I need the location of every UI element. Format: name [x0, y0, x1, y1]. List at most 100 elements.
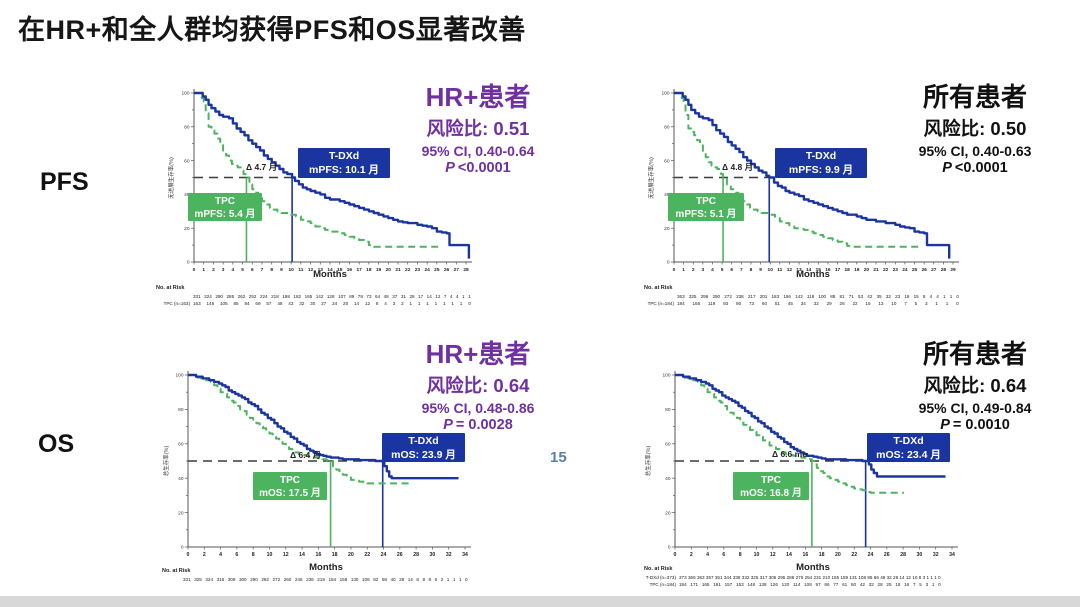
svg-text:60: 60	[178, 442, 184, 448]
row-label-os: OS	[38, 430, 75, 458]
confidence-interval: 95% CI, 0.49-0.84	[918, 399, 1032, 416]
svg-text:12: 12	[787, 267, 793, 273]
svg-text:17: 17	[835, 267, 841, 273]
chart-panel-pfs-all: 0 20 40 60 80 100 0 1 2 3 4 5 6 7 8 9 10 11 12 13 14 15 16 17 18…	[620, 83, 1060, 336]
svg-text:0: 0	[668, 545, 671, 551]
y-axis-label: 无进展生存率(%)	[649, 157, 655, 199]
svg-text:8: 8	[252, 552, 255, 558]
svg-text:18: 18	[845, 267, 851, 273]
svg-text:20: 20	[178, 510, 184, 516]
cohort-heading: 所有患者	[922, 82, 1027, 112]
tpc-median-box: TPC mPFS: 5.1 月	[668, 193, 744, 221]
tdxd-median-box: T-DXd mPFS: 9.9 月	[775, 148, 867, 178]
tpc-label: TPC	[696, 196, 716, 207]
tpc-median-box: TPC mPFS: 5.4 月	[188, 193, 262, 221]
tdxd-label: T-DXd	[328, 150, 360, 162]
svg-text:4: 4	[219, 552, 222, 558]
hazard-ratio: 风险比: 0.64	[426, 374, 530, 396]
svg-text:13: 13	[796, 267, 802, 273]
svg-text:26: 26	[884, 552, 890, 558]
svg-text:0: 0	[193, 267, 196, 273]
median-difference-label: Δ 4.8 月	[722, 162, 754, 172]
y-axis-label: 无进展生存率(%)	[169, 157, 175, 199]
svg-text:5: 5	[241, 267, 244, 273]
svg-text:8: 8	[750, 267, 753, 273]
tpc-label: TPC	[215, 196, 235, 207]
svg-text:80: 80	[665, 407, 671, 413]
svg-text:20: 20	[184, 226, 190, 232]
tpc-label: TPC	[761, 475, 781, 486]
svg-text:27: 27	[931, 267, 937, 273]
svg-text:7: 7	[261, 267, 264, 273]
stats-block: 所有患者 风险比: 0.64 95% CI, 0.49-0.84 P = 0.00…	[890, 340, 1060, 433]
risk-table-title: No. at Risk	[156, 285, 185, 291]
tdxd-median-box: T-DXd mPFS: 10.1 月	[298, 148, 390, 178]
svg-text:60: 60	[184, 158, 190, 164]
svg-text:8: 8	[739, 552, 742, 558]
svg-text:6: 6	[251, 267, 254, 273]
risk-table-title: No. at Risk	[162, 568, 191, 574]
svg-text:20: 20	[664, 226, 670, 232]
tdxd-median-box: T-DXd mOS: 23.4 月	[867, 433, 950, 462]
svg-text:2: 2	[203, 552, 206, 558]
number-at-risk-table: No. at Risk T-DXd (n=373) 373 366 363 357 351…	[644, 566, 941, 588]
svg-text:14: 14	[806, 267, 812, 273]
svg-text:17: 17	[356, 267, 362, 273]
svg-text:26: 26	[921, 267, 927, 273]
svg-text:10: 10	[288, 267, 294, 273]
svg-text:16: 16	[802, 552, 808, 558]
tdxd-median-value: mOS: 23.4 月	[876, 448, 941, 461]
p-value: P = 0.0028	[443, 416, 513, 433]
x-axis-label: Months	[796, 269, 830, 280]
row-label-pfs: PFS	[40, 168, 89, 196]
svg-text:22: 22	[851, 552, 857, 558]
svg-text:23: 23	[415, 267, 421, 273]
svg-text:24: 24	[381, 552, 387, 558]
svg-text:5: 5	[721, 267, 724, 273]
svg-text:0: 0	[187, 552, 190, 558]
svg-text:0: 0	[181, 545, 184, 551]
svg-text:12: 12	[770, 552, 776, 558]
risk-row: TPC (n=184) 184 166 119 93 90 73 60 51 45 34 32 29 26…	[647, 301, 959, 306]
svg-text:15: 15	[816, 267, 822, 273]
risk-table-title: No. at Risk	[644, 285, 673, 291]
svg-text:12: 12	[283, 552, 289, 558]
cohort-heading: HR+患者	[425, 339, 531, 369]
svg-text:40: 40	[178, 476, 184, 482]
risk-row: TPC (n=184) 184 171 165 161 157 153 148 138 126 12…	[649, 582, 941, 587]
svg-text:4: 4	[706, 552, 709, 558]
svg-text:10: 10	[267, 552, 273, 558]
number-at-risk-table: No. at Risk 363 325 296 290 272 238 217 201 183 1…	[644, 285, 959, 307]
tpc-median-value: mOS: 17.5 月	[259, 488, 321, 499]
svg-text:12: 12	[308, 267, 314, 273]
svg-text:2: 2	[692, 267, 695, 273]
svg-text:21: 21	[873, 267, 879, 273]
svg-text:11: 11	[777, 267, 782, 273]
svg-text:20: 20	[835, 552, 841, 558]
svg-text:80: 80	[664, 125, 670, 131]
svg-text:28: 28	[413, 552, 419, 558]
svg-text:28: 28	[941, 267, 947, 273]
svg-text:26: 26	[397, 552, 403, 558]
tpc-label: TPC	[280, 475, 300, 486]
stats-block: HR+患者 风险比: 0.51 95% CI, 0.40-0.64 P <0.00…	[396, 83, 560, 176]
svg-text:80: 80	[184, 125, 190, 131]
svg-text:28: 28	[900, 552, 906, 558]
svg-text:20: 20	[864, 267, 870, 273]
tpc-median-value: mPFS: 5.1 月	[675, 209, 737, 220]
svg-text:18: 18	[819, 552, 825, 558]
chart-panel-os-hrplus: 0 20 40 60 80 100 0 2 4 6 8 10 12 14 16 18 20 22 24 26 28 30 3…	[140, 338, 560, 600]
y-axis-label: 总生存率(%)	[646, 445, 652, 477]
svg-text:19: 19	[854, 267, 860, 273]
svg-text:40: 40	[664, 192, 670, 198]
slide-title: 在HR+和全人群均获得PFS和OS显著改善	[18, 15, 526, 45]
svg-text:16: 16	[347, 267, 353, 273]
risk-row: TPC (n=163) 163 146 105 85 84 69 57 48 43 32 30 27 24…	[163, 301, 471, 306]
number-at-risk-table: No. at Risk 331 324 290 285 262 252 224 218 198 1…	[156, 285, 471, 307]
risk-row: 331 325 324 316 309 300 290 282 272 260 246 236 219 1…	[183, 577, 468, 582]
svg-text:30: 30	[430, 552, 436, 558]
tpc-median-value: mPFS: 5.4 月	[194, 209, 256, 220]
svg-text:4: 4	[711, 267, 714, 273]
